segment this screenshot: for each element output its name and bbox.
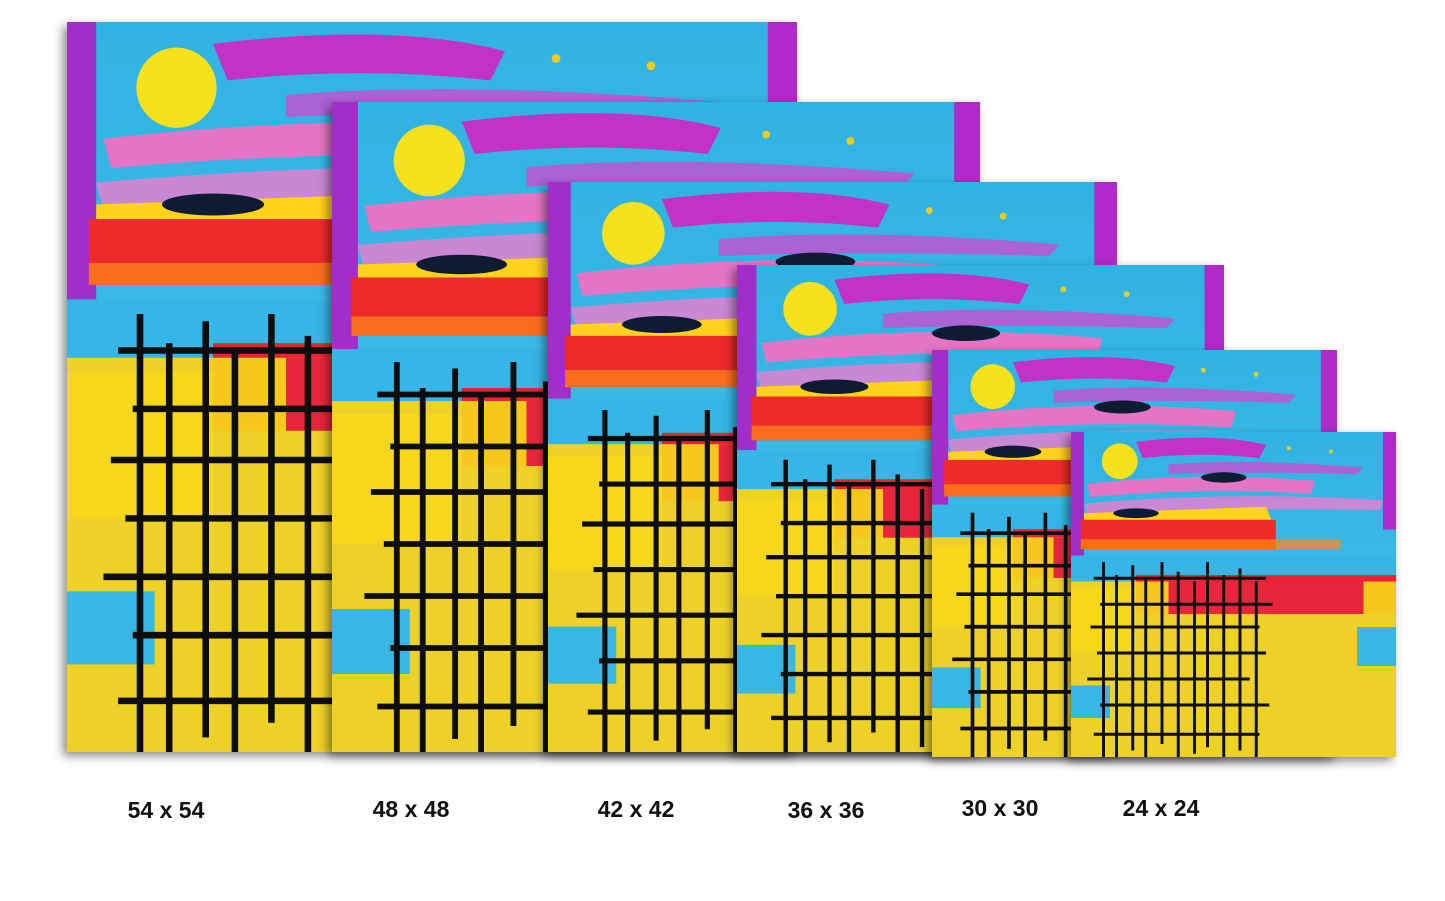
size-label: 48 x 48 bbox=[373, 796, 450, 822]
size-label: 42 x 42 bbox=[598, 796, 675, 822]
size-label: 30 x 30 bbox=[962, 795, 1039, 821]
canvas-print bbox=[1071, 432, 1396, 757]
size-label: 36 x 36 bbox=[788, 797, 865, 823]
label-group: 54 x 54 48 x 48 42 x 42 36 x 36 30 x 30 24 x … bbox=[128, 795, 1200, 823]
size-label: 24 x 24 bbox=[1123, 795, 1200, 821]
size-label: 54 x 54 bbox=[128, 797, 205, 823]
canvas-group bbox=[67, 22, 1396, 757]
